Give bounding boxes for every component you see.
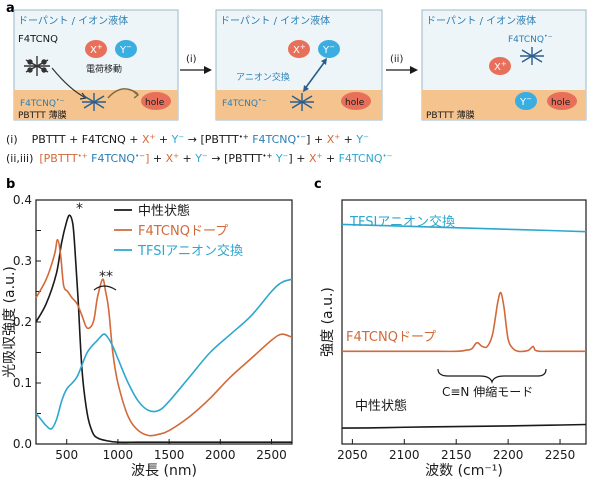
box3-f4tcnq-anion: F4TCNQ•− — [508, 33, 553, 45]
panel-a-label: a — [6, 1, 15, 16]
series-line-1 — [341, 223, 587, 233]
step-ii-arrow: (ii) — [386, 54, 418, 74]
f4tcnq-anion-molecule-icon — [290, 93, 314, 111]
step-i-arrow: (i) — [180, 54, 212, 74]
equation-1: (i) PBTTT + F4TCNQ + X+ + Y− → [PBTTT•+ F… — [6, 133, 369, 146]
panel-c-label: c — [314, 177, 322, 192]
cn-mode-label: C≡N 伸縮モード — [442, 384, 533, 399]
y-tick-label: 0.4 — [13, 193, 32, 207]
series-line-1 — [35, 214, 292, 444]
y-tick-label: 0.1 — [13, 376, 32, 390]
peak-marker-single: * — [76, 201, 83, 217]
scheme-box-2: ドーパント / イオン液体 X+ Y− アニオン交換 F4TCNQ•− hole — [215, 9, 383, 121]
y-ion-icon — [515, 92, 537, 110]
x-tick-label: 2500 — [256, 448, 287, 462]
box2-title: ドーパント / イオン液体 — [220, 14, 330, 27]
x-ion-icon — [288, 40, 310, 58]
hole-icon — [141, 92, 171, 110]
f4tcnq-anion-molecule-icon — [520, 47, 544, 65]
ir-chart: 2050 2100 2150 2200 2250 波数 (cm⁻¹) 強度 (a.u.) — [320, 199, 587, 479]
hole-icon — [547, 92, 577, 110]
scheme-box-3: ドーパント / イオン液体 F4TCNQ•− X+ Y− hole PBTTT … — [421, 9, 587, 121]
box1-hole-label: hole — [145, 98, 165, 108]
anion-exchange-label: アニオン交換 — [236, 71, 290, 83]
y-ion-icon — [115, 40, 137, 58]
box3-hole-label: hole — [551, 98, 571, 108]
step-ii-label: (ii) — [390, 54, 403, 65]
box1-x-ion: X+ — [90, 43, 103, 56]
legend-label-2: F4TCNQドープ — [138, 224, 228, 239]
peak-bracket — [93, 285, 117, 291]
label-f4tcnq: F4TCNQドープ — [346, 330, 436, 345]
label-neutral: 中性状態 — [355, 398, 407, 414]
series-line-3 — [341, 423, 587, 429]
y-axis-label: 強度 (a.u.) — [320, 287, 336, 357]
x-tick-label: 2050 — [337, 448, 368, 462]
scheme-box-1: ドーパント / イオン液体 F4TCNQ X+ Y− 電荷移動 F4TCNQ•−… — [13, 9, 179, 121]
series-line-3 — [35, 278, 293, 430]
box3-x-ion: X+ — [494, 60, 507, 73]
charge-transfer-label: 電荷移動 — [86, 63, 122, 75]
legend-label-3: TFSIアニオン交換 — [137, 243, 243, 259]
y-ion-icon — [318, 40, 340, 58]
box2-x-ion: X+ — [293, 43, 306, 56]
box2-hole-label: hole — [345, 98, 365, 108]
x-axis-label: 波長 (nm) — [131, 463, 197, 479]
x-tick-label: 2000 — [205, 448, 236, 462]
cn-bracket — [437, 368, 547, 384]
x-tick-label: 2200 — [493, 448, 524, 462]
f4tcnq-molecule-icon — [24, 56, 50, 76]
step-i-label: (i) — [186, 54, 197, 65]
y-axis-label: 光吸収強度 (a.u.) — [2, 266, 18, 378]
dopant-arrow-icon — [51, 67, 87, 99]
x-tick-label: 2100 — [389, 448, 420, 462]
box1-title: ドーパント / イオン液体 — [18, 14, 128, 27]
x-tick-label: 1500 — [154, 448, 185, 462]
label-tfsi: TFSIアニオン交換 — [349, 214, 455, 230]
y-tick-label: 0.3 — [13, 254, 32, 268]
box1-film-label: PBTTT 薄膜 — [18, 109, 67, 121]
hole-icon — [341, 92, 371, 110]
series-line-2 — [35, 238, 293, 437]
box2-f4tcnq-anion: F4TCNQ•− — [222, 97, 267, 109]
exchange-arrow-icon — [303, 59, 327, 91]
x-tick-label: 500 — [55, 448, 78, 462]
legend-label-1: 中性状態 — [138, 203, 190, 219]
box2-y-ion: Y− — [322, 43, 335, 56]
box1-dopant-label: F4TCNQ — [18, 34, 58, 45]
box1-f4tcnq-anion: F4TCNQ•− — [20, 97, 65, 109]
x-ion-icon — [85, 40, 107, 58]
box3-y-ion: Y− — [519, 95, 532, 108]
x-ion-icon — [489, 57, 511, 75]
absorption-chart: 0.0 0.1 0.2 0.3 0.4 500 1000 1500 2000 2500 波長 (nm… — [2, 193, 293, 479]
series-line-2 — [341, 291, 586, 353]
f4tcnq-anion-molecule-icon — [82, 93, 106, 111]
plot-frame — [341, 199, 587, 445]
x-tick-label: 2150 — [441, 448, 472, 462]
box3-film-label: PBTTT 薄膜 — [426, 109, 475, 121]
x-tick-label: 1000 — [103, 448, 134, 462]
y-tick-label: 0.0 — [13, 437, 32, 451]
panel-b-label: b — [6, 177, 15, 192]
box1-y-ion: Y− — [119, 43, 132, 56]
box3-title: ドーパント / イオン液体 — [426, 14, 536, 27]
peak-marker-double: ** — [99, 269, 113, 285]
x-axis-label: 波数 (cm⁻¹) — [425, 463, 503, 479]
y-tick-label: 0.2 — [13, 315, 32, 329]
equation-2: (ii,iii) [PBTTT•+ F4TCNQ•−] + X+ + Y− → [… — [6, 152, 393, 165]
x-tick-label: 2250 — [545, 448, 576, 462]
